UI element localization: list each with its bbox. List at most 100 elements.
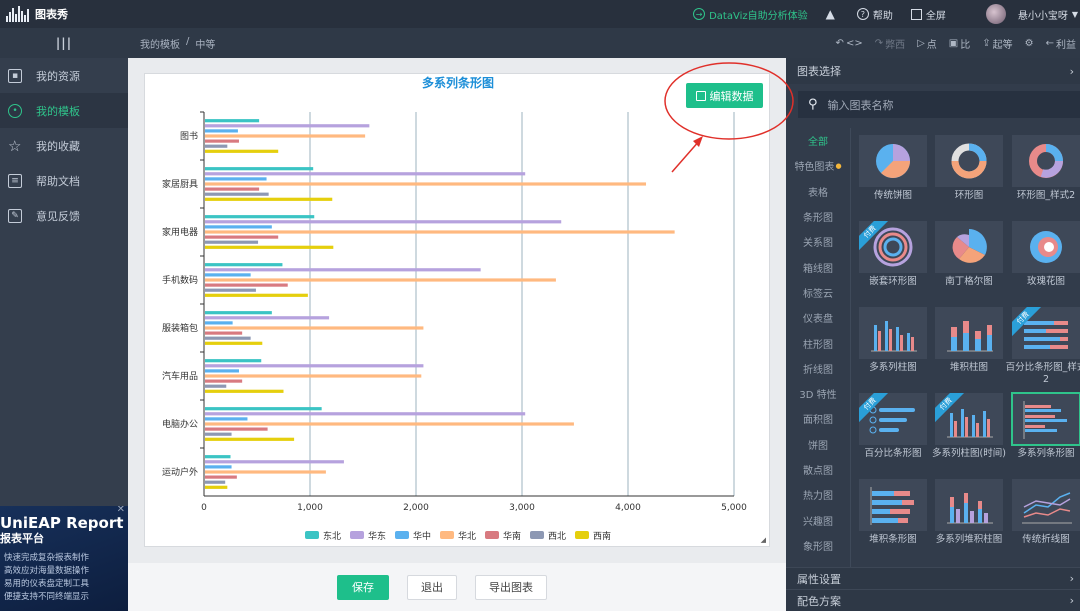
- caret-down-icon: ▼: [1071, 9, 1078, 19]
- chart-type-tile[interactable]: [935, 479, 1003, 531]
- bar: [205, 288, 256, 292]
- bar: [205, 220, 562, 224]
- chart-type-label[interactable]: 多系列条形图: [1017, 448, 1075, 459]
- fullscreen-button[interactable]: 全屏: [910, 7, 946, 22]
- chart-type-label[interactable]: 百分比条形图_样式2: [1005, 362, 1080, 385]
- chart-type-label[interactable]: 环形图_样式2: [1016, 190, 1076, 201]
- ad-title: UniEAP Report: [0, 514, 124, 532]
- chart-type-tile[interactable]: [1012, 221, 1080, 273]
- chart-canvas[interactable]: 多系列条形图 0 1,000 2,000 3,000 4,000 5,000 图书 家居厨具 家用…: [144, 73, 770, 547]
- chart-type-label[interactable]: 堆积柱图: [949, 362, 988, 373]
- help-button[interactable]: ? 帮助: [856, 7, 893, 22]
- chart-type-tile[interactable]: [1012, 135, 1080, 187]
- chart-type-label[interactable]: 多系列堆积柱图: [935, 534, 1003, 545]
- chart-type-tile[interactable]: [1012, 479, 1080, 531]
- chart-type-label[interactable]: 环形图: [954, 190, 984, 201]
- chart-type-tile[interactable]: 付费: [935, 393, 1003, 445]
- chart-category-item[interactable]: 柱形图: [803, 339, 833, 351]
- bar: [205, 124, 370, 128]
- notification-button[interactable]: ▲: [826, 7, 835, 21]
- ad-banner[interactable]: ✕ UniEAP Report 报表平台 快速完成复杂报表制作 高效应对海量数据…: [0, 506, 128, 611]
- share-button[interactable]: ⇪ 起等: [982, 36, 1012, 51]
- color-scheme-header[interactable]: 配色方案 ›: [786, 589, 1080, 611]
- sidebar-item-resources[interactable]: ▪ 我的资源: [0, 58, 128, 93]
- edit-data-label: 编辑数据: [709, 89, 754, 103]
- preview-button[interactable]: ▷ 点: [917, 36, 937, 51]
- back-label: 利益: [1056, 39, 1076, 51]
- chart-category-item[interactable]: 散点图: [803, 466, 833, 477]
- chart-type-label[interactable]: 堆积条形图: [869, 534, 917, 545]
- chart-category-item[interactable]: 特色图表 ●: [794, 161, 842, 174]
- back-button[interactable]: ← 利益: [1046, 36, 1076, 51]
- attribute-settings-header[interactable]: 属性设置 ›: [786, 567, 1080, 589]
- legend-label: 华中: [413, 530, 431, 542]
- chart-category-item[interactable]: 饼图: [808, 440, 828, 452]
- canvas-area: 多系列条形图 0 1,000 2,000 3,000 4,000 5,000 图书 家居厨具 家用…: [128, 58, 786, 611]
- chart-type-tile[interactable]: [935, 135, 1003, 187]
- bar: [205, 311, 272, 315]
- chart-type-tile[interactable]: [1011, 392, 1080, 446]
- chart-category-item[interactable]: 关系图: [803, 238, 833, 250]
- chart-category-item[interactable]: 全部: [808, 137, 828, 149]
- edit-data-button[interactable]: 编辑数据: [686, 83, 763, 108]
- save-toolbar-button[interactable]: ▣ 比: [949, 36, 970, 51]
- dataviz-link[interactable]: → DataViz自助分析体验: [693, 7, 808, 22]
- chart-category-item[interactable]: 仪表盘: [803, 314, 833, 326]
- menu-toggle-button[interactable]: |||: [0, 28, 128, 58]
- chart-category-item[interactable]: 折线图: [803, 364, 833, 376]
- chart-type-tile[interactable]: 付费: [859, 393, 927, 445]
- chart-category-item[interactable]: 面积图: [803, 415, 833, 427]
- chart-type-tile[interactable]: [859, 307, 927, 359]
- sidebar-item-feedback[interactable]: ✎ 意见反馈: [0, 198, 128, 233]
- sidebar-item-templates[interactable]: • 我的模板: [0, 93, 128, 128]
- bar: [205, 240, 259, 244]
- exit-button[interactable]: 退出: [407, 574, 457, 600]
- sidebar-item-help-docs[interactable]: ≡ 帮助文档: [0, 163, 128, 198]
- chart-type-tile[interactable]: [935, 221, 1003, 273]
- breadcrumb-parent[interactable]: 我的模板: [140, 39, 180, 51]
- user-menu[interactable]: 悬小小宝呀 ▼: [985, 4, 1078, 24]
- chart-selector-header[interactable]: 图表选择 ›: [786, 58, 1080, 84]
- ad-line: 易用的仪表盘定制工具: [4, 579, 90, 589]
- close-icon[interactable]: ✕: [116, 506, 125, 515]
- chart-selector-title: 图表选择: [797, 65, 841, 78]
- chart-type-label[interactable]: 百分比条形图: [864, 448, 922, 459]
- bar: [205, 134, 366, 138]
- redo-button[interactable]: ↷ 弊西: [875, 36, 905, 51]
- chart-type-label[interactable]: 南丁格尔图: [945, 276, 993, 287]
- chart-type-label[interactable]: 传统折线图: [1022, 534, 1070, 545]
- settings-button[interactable]: ⚙: [1025, 38, 1034, 49]
- chart-category-item[interactable]: 条形图: [803, 213, 833, 225]
- redo-icon: ↷: [874, 37, 884, 49]
- chart-category-item[interactable]: 箱线图: [803, 263, 833, 275]
- chart-category-item[interactable]: 3D 特性: [799, 390, 837, 402]
- chart-category-item[interactable]: 兴趣图: [803, 516, 833, 528]
- legend-swatch: [305, 531, 319, 539]
- chart-type-tile[interactable]: [859, 479, 927, 531]
- undo-button[interactable]: ↶ <>: [836, 38, 863, 49]
- chart-category-item[interactable]: 表格: [808, 187, 828, 199]
- y-tick-label: 电脑办公: [162, 418, 198, 430]
- chart-type-tile[interactable]: 付费: [1012, 307, 1080, 359]
- sidebar-item-favorites[interactable]: ☆ 我的收藏: [0, 128, 128, 163]
- chart-type-label[interactable]: 玫瑰花图: [1026, 276, 1065, 287]
- chart-type-label[interactable]: 传统饼图: [873, 190, 912, 201]
- sidebar-item-label: 我的资源: [36, 69, 80, 83]
- chart-type-tile[interactable]: 付费: [859, 221, 927, 273]
- chart-search-input[interactable]: ⚲ 输入图表名称: [798, 91, 1080, 118]
- bar: [205, 427, 268, 431]
- resize-handle-icon[interactable]: ◢: [760, 536, 766, 544]
- chart-category-item[interactable]: 标签云: [803, 288, 833, 300]
- chart-type-tile[interactable]: [859, 135, 927, 187]
- chart-thumbnail: [947, 493, 993, 524]
- chart-category-item[interactable]: 象形图: [803, 541, 833, 553]
- chart-type-tile[interactable]: [935, 307, 1003, 359]
- chart-type-label[interactable]: 多系列柱图: [869, 362, 917, 373]
- app-logo[interactable]: 图表秀: [6, 6, 116, 22]
- logo-text: 图表秀: [35, 8, 68, 21]
- chart-type-label[interactable]: 嵌套环形图: [869, 276, 917, 287]
- export-chart-button[interactable]: 导出图表: [475, 574, 547, 600]
- chart-category-item[interactable]: 热力图: [803, 491, 833, 503]
- save-button[interactable]: 保存: [337, 574, 389, 600]
- chart-type-label[interactable]: 多系列柱图(时间): [932, 448, 1006, 459]
